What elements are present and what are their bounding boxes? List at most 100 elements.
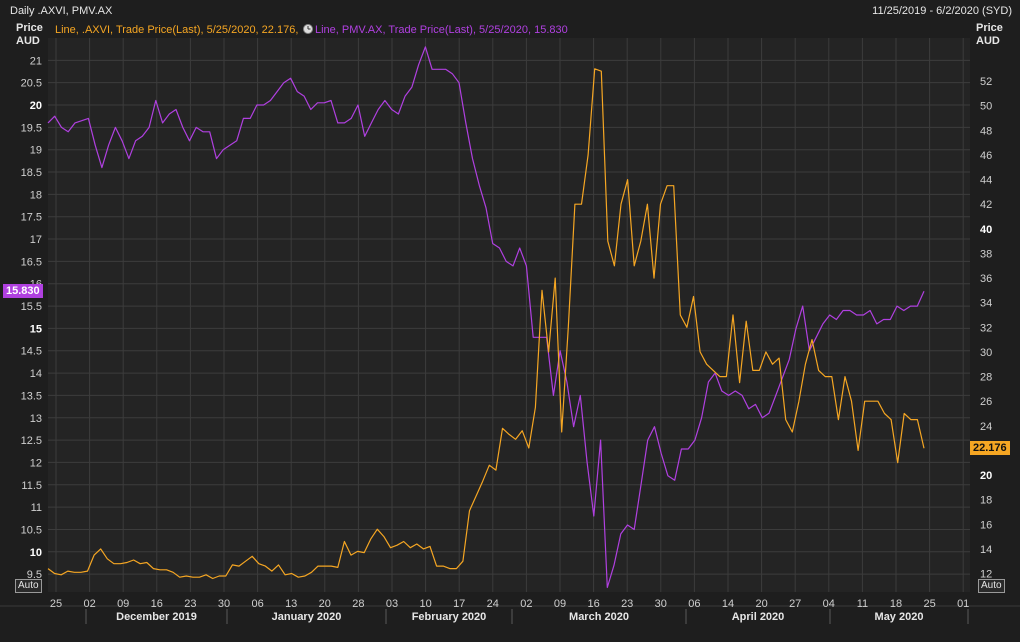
right-tick-label: 50 <box>980 101 992 113</box>
axvi-last-value-badge: 22.176 <box>970 441 1010 456</box>
date-range: 11/25/2019 - 6/2/2020 (SYD) <box>872 5 1012 17</box>
left-tick-label: 14.5 <box>21 346 42 358</box>
right-tick-label: 48 <box>980 125 992 137</box>
right-tick-label: 20 <box>980 470 992 482</box>
x-day-label: 30 <box>218 598 230 610</box>
right-tick-label: 18 <box>980 495 992 507</box>
series-line-pmv-ax <box>47 46 925 589</box>
right-tick-label: 52 <box>980 76 992 88</box>
left-tick-label: 14 <box>30 368 42 380</box>
x-day-label: 02 <box>520 598 532 610</box>
left-tick-label: 20 <box>30 100 42 112</box>
x-day-label: 25 <box>50 598 62 610</box>
left-axis-ticks: 9.5 10 10.5 11 11.5 12 12.5 13 13.5 14 14.5 15 15.5 1… <box>21 55 42 581</box>
right-auto-scale-button[interactable]: Auto <box>978 579 1005 593</box>
right-tick-label: 26 <box>980 396 992 408</box>
series-layer <box>47 46 925 589</box>
right-tick-label: 44 <box>980 175 992 187</box>
x-month-label: January 2020 <box>272 611 342 623</box>
right-tick-label: 30 <box>980 347 992 359</box>
x-day-label: 23 <box>621 598 633 610</box>
x-month-label: February 2020 <box>412 611 487 623</box>
x-month-label: December 2019 <box>116 611 197 623</box>
x-day-label: 10 <box>419 598 431 610</box>
left-tick-label: 17.5 <box>21 212 42 224</box>
x-day-label: 11 <box>857 598 868 610</box>
right-tick-label: 38 <box>980 248 992 260</box>
x-day-label: 04 <box>823 598 835 610</box>
right-tick-label: 40 <box>980 224 992 236</box>
left-auto-scale-button[interactable]: Auto <box>15 579 42 593</box>
left-tick-label: 15.5 <box>21 301 42 313</box>
series-line-axvi <box>47 68 925 580</box>
left-axis-title-line1: Price <box>16 22 43 34</box>
right-axis-title-line2: AUD <box>976 35 1000 47</box>
x-month-label: March 2020 <box>569 611 629 623</box>
right-tick-label: 34 <box>980 298 992 310</box>
right-tick-label: 32 <box>980 322 992 334</box>
right-tick-label: 12 <box>980 569 992 581</box>
x-day-label: 17 <box>453 598 465 610</box>
right-tick-label: 46 <box>980 150 992 162</box>
x-month-label: April 2020 <box>732 611 785 623</box>
left-tick-label: 16.5 <box>21 256 42 268</box>
x-day-label: 06 <box>688 598 700 610</box>
x-day-label: 25 <box>923 598 935 610</box>
left-tick-label: 10.5 <box>21 524 42 536</box>
x-day-label: 13 <box>285 598 297 610</box>
left-axis-title-line2: AUD <box>16 35 40 47</box>
x-axis-ticks: 25 02 09 16 23 30 06 13 20 28 03 10 17 24 02 09 16 23 30 06… <box>0 598 1020 624</box>
legend-entry-pmv: Line, PMV.AX, Trade Price(Last), 5/25/20… <box>315 24 568 36</box>
x-day-label: 24 <box>487 598 499 610</box>
pmv-last-value-badge: 15.830 <box>3 284 43 299</box>
x-day-label: 01 <box>957 598 969 610</box>
legend-entry-axvi: Line, .AXVI, Trade Price(Last), 5/25/202… <box>55 24 298 36</box>
x-day-label: 14 <box>722 598 734 610</box>
x-day-label: 06 <box>251 598 263 610</box>
right-tick-label: 14 <box>980 544 992 556</box>
plot-area <box>48 38 970 592</box>
left-tick-label: 18 <box>30 189 42 201</box>
gridlines <box>48 38 970 592</box>
x-day-label: 02 <box>83 598 95 610</box>
x-day-label: 23 <box>184 598 196 610</box>
left-tick-label: 10 <box>30 547 42 559</box>
left-tick-label: 11 <box>31 502 42 514</box>
right-tick-label: 16 <box>980 519 992 531</box>
x-day-label: 16 <box>151 598 163 610</box>
x-day-label: 09 <box>117 598 129 610</box>
right-tick-label: 28 <box>980 372 992 384</box>
left-tick-label: 13.5 <box>21 390 42 402</box>
left-tick-label: 9.5 <box>27 569 42 581</box>
right-tick-label: 42 <box>980 199 992 211</box>
left-tick-label: 13 <box>30 413 42 425</box>
left-tick-label: 12 <box>30 457 42 469</box>
x-day-label: 20 <box>755 598 767 610</box>
x-month-label: May 2020 <box>875 611 924 623</box>
left-tick-label: 19.5 <box>21 122 42 134</box>
left-tick-label: 17 <box>30 234 42 246</box>
left-tick-label: 19 <box>30 145 42 157</box>
x-day-label: 09 <box>554 598 566 610</box>
x-day-label: 03 <box>386 598 398 610</box>
x-day-label: 28 <box>352 598 364 610</box>
right-axis-ticks: 1214161820222426283032343638404244464850… <box>980 76 992 580</box>
left-tick-label: 11.5 <box>21 480 42 492</box>
legend: Line, .AXVI, Trade Price(Last), 5/25/202… <box>55 24 568 36</box>
x-day-label: 16 <box>587 598 599 610</box>
right-tick-label: 24 <box>980 421 992 433</box>
left-tick-label: 21 <box>30 55 42 67</box>
right-tick-label: 36 <box>980 273 992 285</box>
left-tick-label: 18.5 <box>21 167 42 179</box>
x-day-label: 27 <box>789 598 801 610</box>
x-day-label: 18 <box>890 598 902 610</box>
left-tick-label: 20.5 <box>21 78 42 90</box>
x-day-label: 20 <box>319 598 331 610</box>
left-axis-title: Price AUD <box>16 22 43 48</box>
left-tick-label: 15 <box>30 323 42 335</box>
right-axis-title: Price AUD <box>976 22 1003 48</box>
right-axis-title-line1: Price <box>976 22 1003 34</box>
left-tick-label: 12.5 <box>21 435 42 447</box>
